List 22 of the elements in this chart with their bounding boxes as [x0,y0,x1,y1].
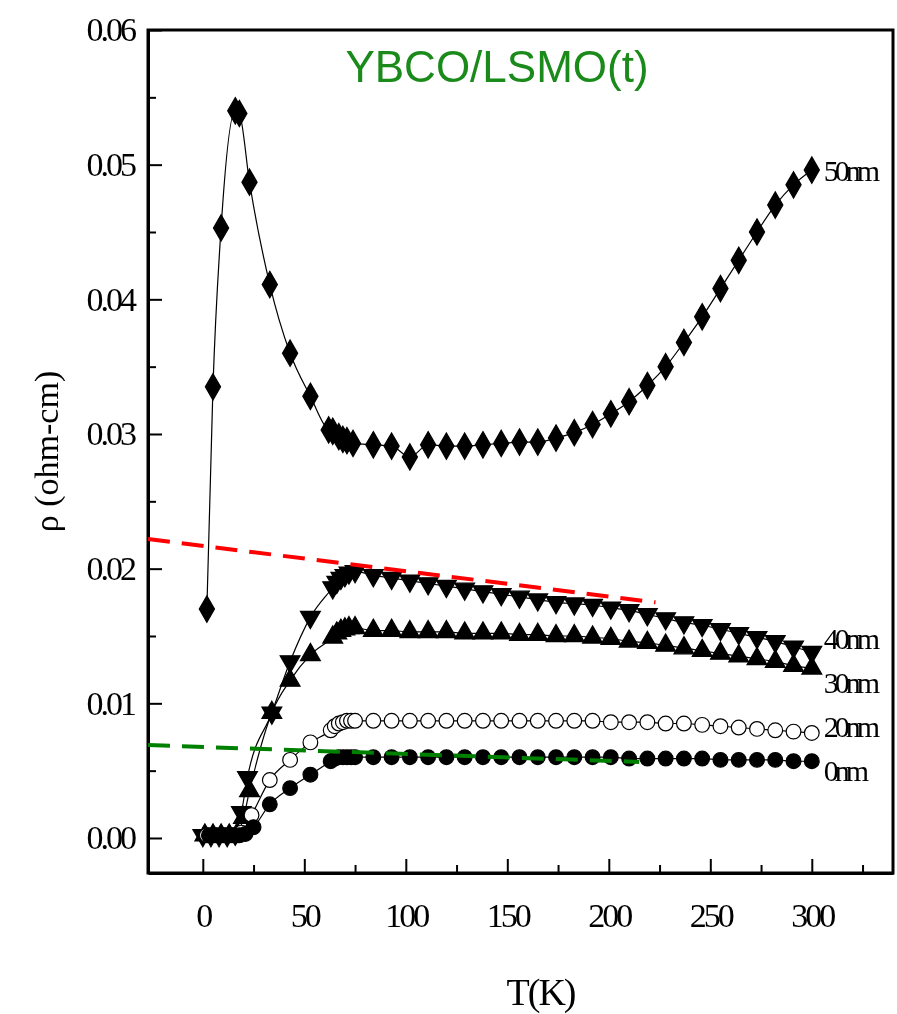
x-tick-label: 300 [791,897,836,935]
series-label: 50nm [823,154,880,188]
y-tick-label: 0.04 [86,280,137,318]
x-tick-label: 250 [689,897,734,935]
y-tick-label: 0.06 [86,11,136,49]
x-tick-label: 100 [385,897,430,935]
x-axis-title: T(K) [506,971,575,1014]
y-tick-label: 0.03 [86,415,136,453]
y-tick-label: 0.00 [86,819,136,857]
x-tick-label: 200 [588,897,633,935]
x-tick-label: 50 [290,897,321,935]
y-axis-title: ρ (ohm-cm) [28,370,66,533]
series-label: 40nm [823,621,880,655]
chart-title: YBCO/LSMO(t) [345,42,649,91]
y-tick-label: 0.05 [86,146,136,184]
series-label: 30nm [823,665,880,699]
y-tick-label: 0.02 [86,550,136,588]
y-tick-label: 0.01 [86,684,135,722]
x-tick-label: 150 [486,897,531,935]
series-label: 0nm [823,753,869,787]
series-label: 20nm [823,709,880,743]
x-tick-label: 0 [196,897,213,935]
